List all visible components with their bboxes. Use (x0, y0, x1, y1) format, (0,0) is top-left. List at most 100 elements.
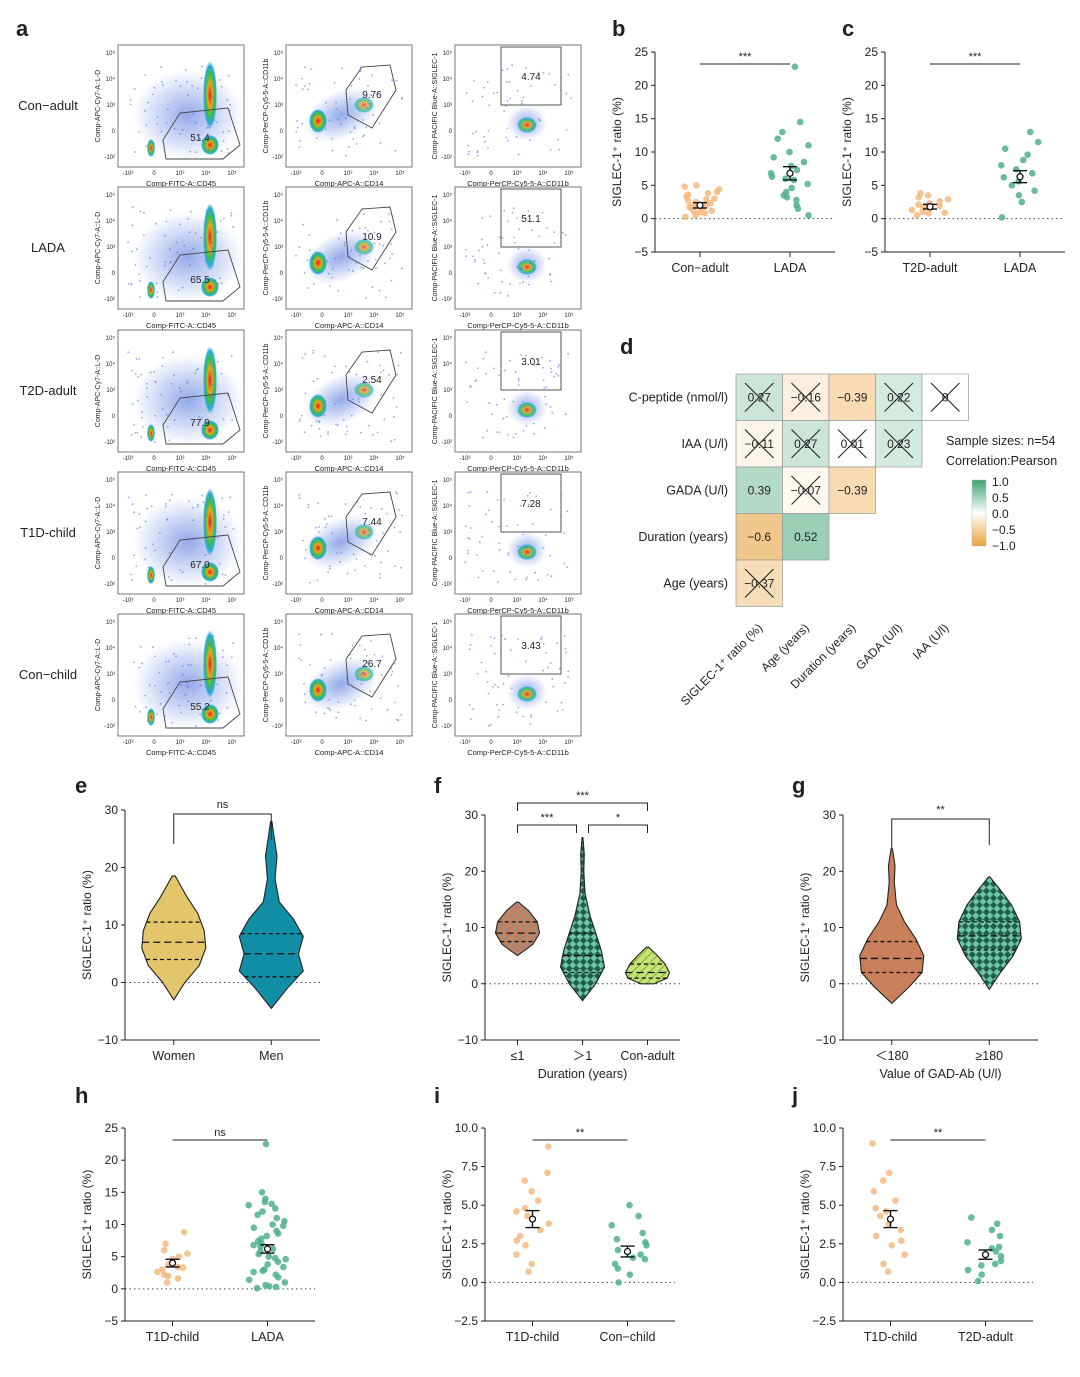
flow-event-dot (355, 558, 358, 560)
flow-event-dot (490, 413, 493, 416)
data-point (800, 158, 808, 166)
flow-event-dot (212, 214, 214, 217)
flow-event-dot (213, 119, 216, 121)
flow-event-dot (508, 81, 511, 83)
flow-event-dot (212, 353, 215, 355)
flow-x-tick: 10⁵ (395, 455, 405, 462)
flow-event-dot (382, 532, 384, 535)
significance-label: ** (576, 1127, 585, 1139)
data-point (528, 1188, 535, 1195)
data-point (608, 1222, 615, 1229)
flow-event-dot (304, 392, 307, 395)
flow-y-tick: 10⁴ (443, 218, 453, 225)
data-point (266, 1283, 273, 1290)
flow-event-dot (315, 420, 318, 422)
flow-event-dot (497, 525, 500, 528)
flow-event-dot (171, 721, 174, 724)
flow-event-dot (308, 249, 311, 252)
flow-event-dot (226, 148, 229, 150)
data-point (892, 1197, 899, 1204)
flow-event-dot (478, 541, 481, 544)
flow-event-dot (170, 382, 173, 385)
flow-gate (345, 64, 397, 129)
mean-marker (263, 1245, 272, 1253)
flow-event-dot (200, 417, 203, 420)
y-tick-label: 0.0 (819, 1275, 836, 1289)
y-tick-label: 25 (635, 45, 649, 59)
flow-x-tick: 0 (152, 598, 156, 604)
flow-event-dot (393, 526, 396, 529)
flow-y-tick: 10⁴ (443, 645, 453, 652)
flow-event-dot (351, 229, 354, 232)
violin-body (956, 876, 1022, 991)
flow-event-dot (498, 542, 501, 545)
flow-gate-value: 65.5 (190, 275, 210, 286)
flow-event-dot (303, 85, 306, 88)
data-point (880, 1177, 887, 1184)
flow-event-dot (564, 647, 567, 650)
flow-x-tick: 10⁵ (227, 312, 237, 319)
violin-body (494, 901, 541, 957)
y-tick-label: 10 (865, 145, 879, 159)
flow-y-label: Comp-PACIFIC Blue-A::SIGLEC-1 (432, 52, 439, 159)
flow-event-dot (314, 251, 317, 254)
data-point (272, 1283, 280, 1291)
flow-event-dot (139, 526, 141, 529)
flow-event-dot (355, 262, 358, 264)
y-tick-label: 0 (111, 1282, 118, 1296)
flow-event-dot (148, 684, 151, 687)
heatmap-col-label: GADA (U/l) (853, 621, 905, 673)
y-tick-label: −5 (634, 245, 648, 259)
flow-event-dot (538, 235, 541, 238)
flow-event-dot (338, 237, 340, 240)
flow-event-dot (337, 289, 339, 292)
flow-y-tick: 10⁴ (274, 503, 284, 510)
flow-event-dot (362, 267, 365, 270)
data-point (978, 1262, 985, 1269)
y-tick-label: 2.5 (461, 1237, 478, 1251)
flow-y-tick: 10⁵ (274, 335, 284, 342)
data-point (1034, 138, 1042, 146)
flow-event-dot (310, 424, 313, 427)
x-tick-label: LADA (251, 1330, 284, 1344)
chart-f: −10 0 10 20 30 SIGLEC-1⁺ ratio (%) ≤1 ＞1 Con-adu… (440, 790, 680, 1081)
data-point (1019, 156, 1027, 164)
flow-event-dot (562, 231, 564, 234)
flow-event-dot (188, 643, 191, 646)
data-point (254, 1211, 261, 1219)
flow-event-dot (316, 377, 319, 380)
flow-event-dot (492, 570, 495, 573)
flow-hotspot (203, 630, 217, 698)
flow-event-dot (531, 127, 534, 130)
flow-event-dot (475, 379, 477, 382)
flow-event-dot (504, 369, 506, 372)
flow-x-label: Comp-PerCP-Cy5-5-A::CD11b (467, 464, 569, 473)
flow-y-label: Comp-PACIFIC Blue-A::SIGLEC-1 (432, 621, 439, 728)
flow-event-dot (210, 679, 213, 681)
flow-event-dot (505, 105, 508, 107)
flow-gate-value: 26.7 (362, 659, 382, 670)
flow-event-dot (399, 531, 401, 533)
flow-event-dot (164, 505, 167, 508)
flow-event-dot (335, 423, 337, 426)
flow-x-tick: -10³ (123, 456, 134, 462)
flow-event-dot (491, 520, 494, 523)
flow-event-dot (340, 551, 343, 554)
data-point (263, 1232, 271, 1240)
flow-event-dot (516, 89, 519, 92)
flow-event-dot (230, 212, 233, 215)
panel-letter-i: i (434, 1083, 440, 1108)
flow-x-tick: 10³ (176, 171, 185, 177)
flow-event-dot (364, 648, 366, 651)
heatmap-row-label: Age (years) (663, 576, 728, 590)
flow-event-dot (140, 646, 142, 648)
flow-event-dot (520, 100, 523, 102)
flow-event-dot (549, 406, 552, 408)
flow-event-dot (200, 236, 203, 239)
colorbar-tick-label: 0.0 (992, 507, 1009, 521)
flow-x-tick: 0 (152, 740, 156, 746)
nonsignificant-cross (884, 382, 914, 412)
flow-y-tick: 10⁵ (443, 477, 453, 484)
flow-event-dot (334, 257, 337, 260)
flow-event-dot (326, 707, 329, 709)
